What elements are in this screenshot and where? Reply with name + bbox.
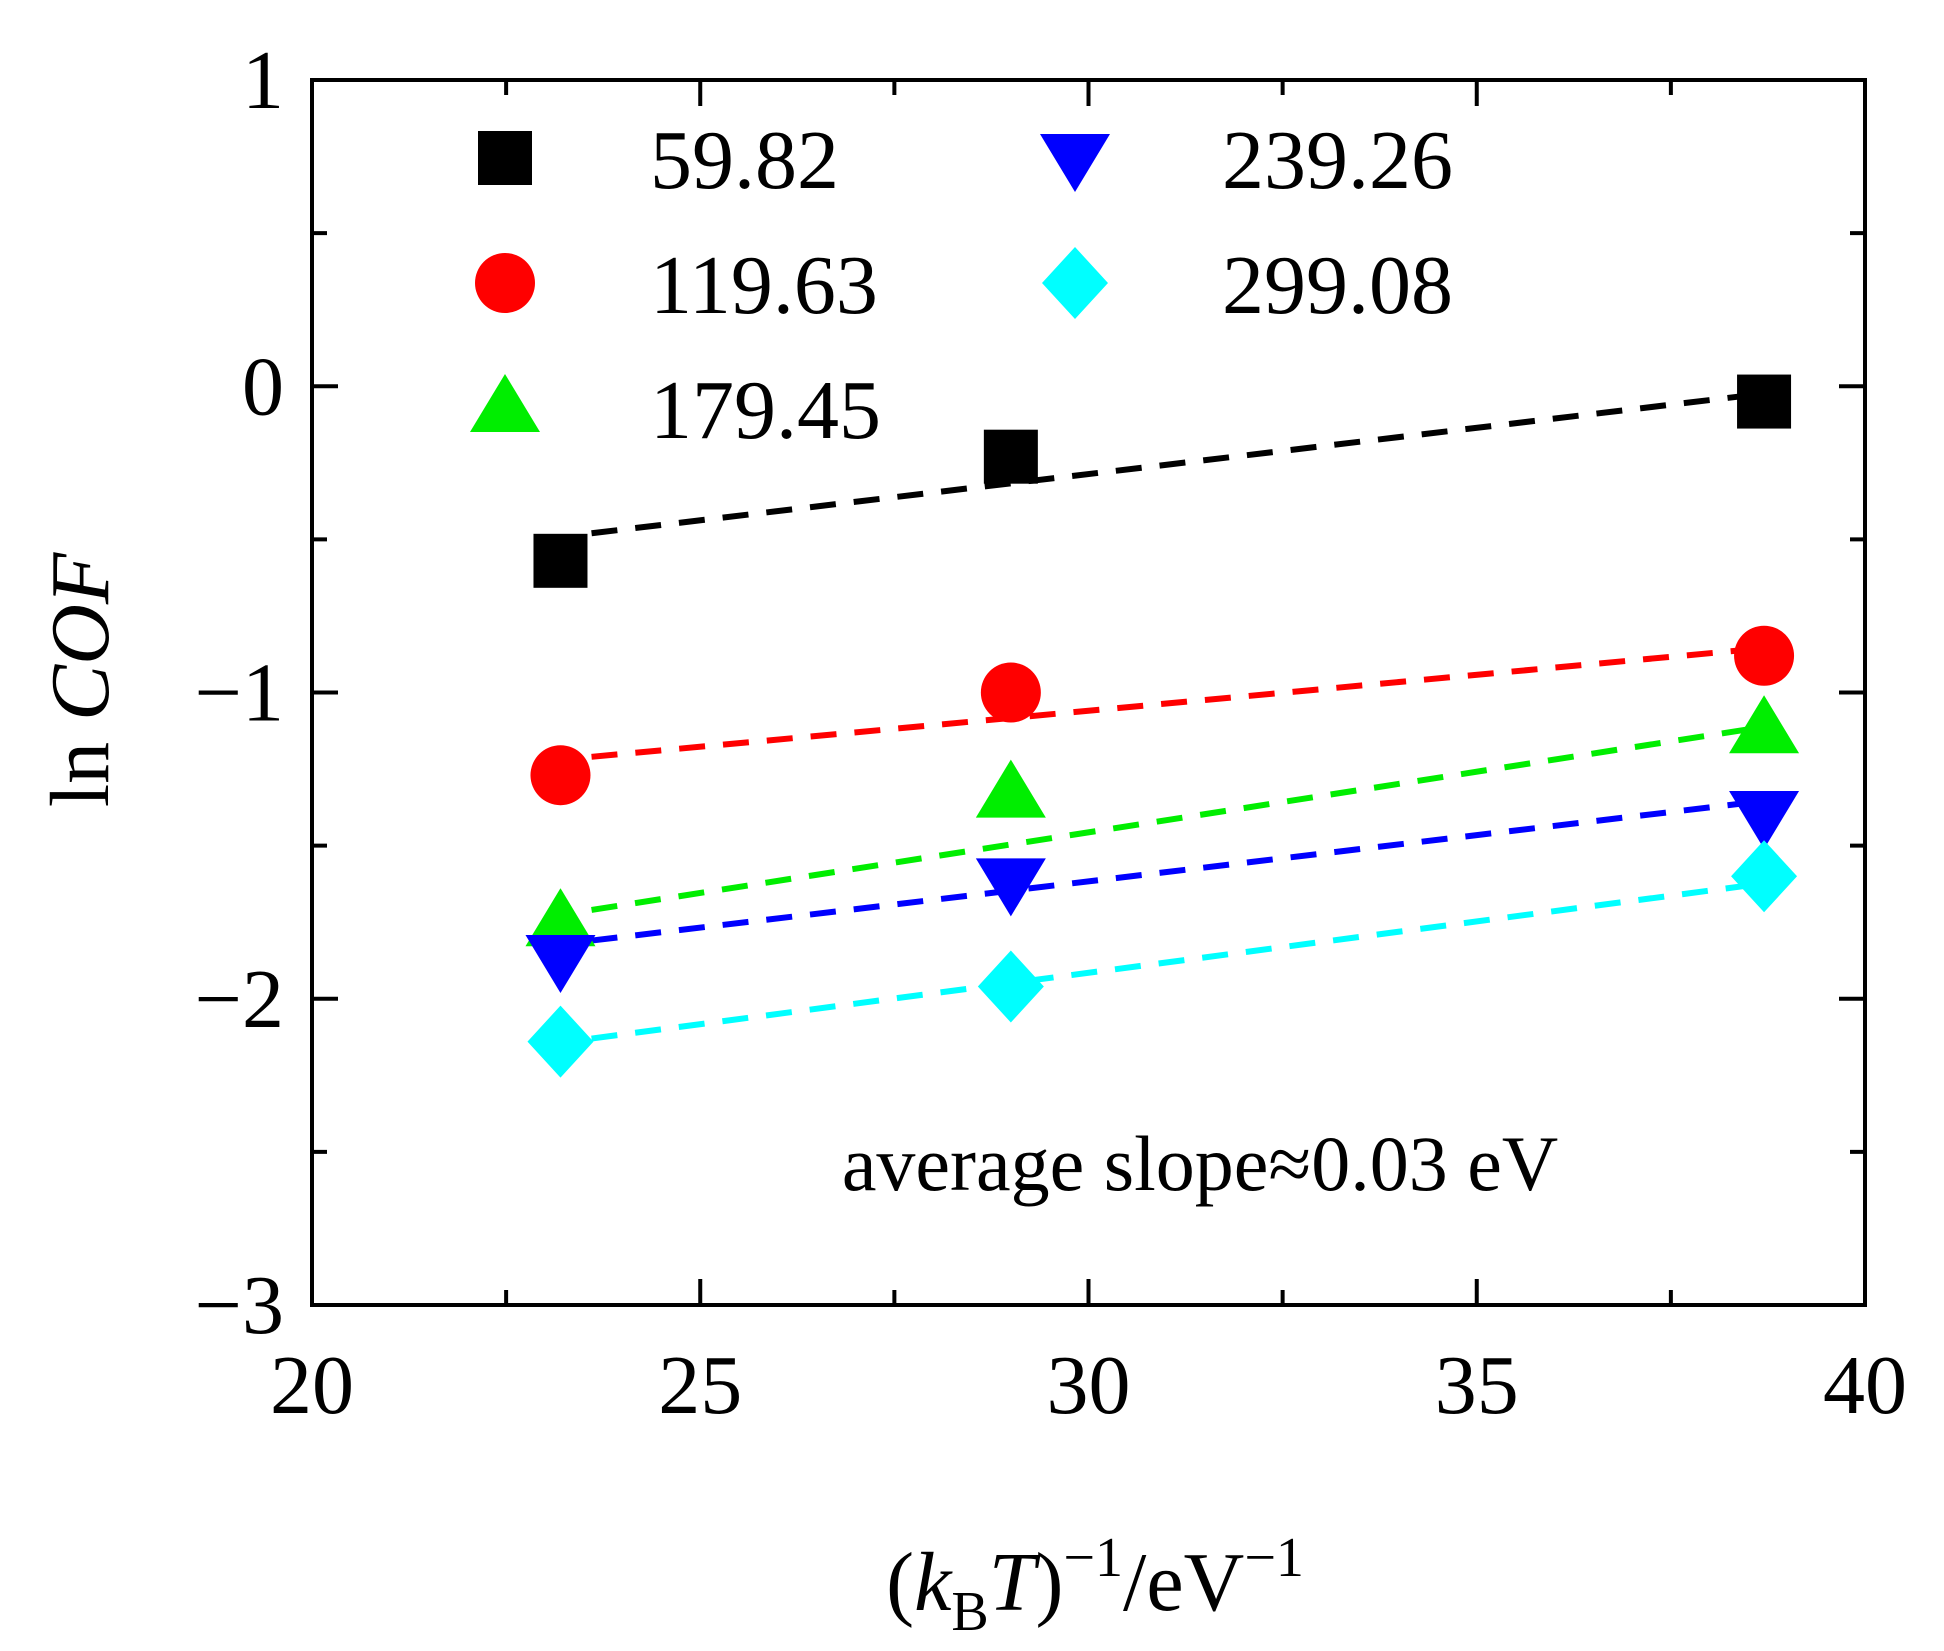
legend-marker-119.63 — [475, 253, 535, 313]
data-point-179.45 — [975, 759, 1046, 818]
data-point-59.82 — [533, 533, 588, 588]
data-point-179.45 — [1729, 695, 1800, 754]
data-point-239.26 — [1729, 791, 1800, 849]
legend-label: 119.63 — [650, 239, 878, 332]
x-tick-label: 25 — [658, 1339, 742, 1432]
x-tick-label: 40 — [1823, 1339, 1907, 1432]
data-point-119.63 — [530, 745, 591, 806]
data-point-239.26 — [525, 934, 596, 993]
data-point-119.63 — [1734, 625, 1795, 686]
fit-line-59.82 — [591, 392, 1749, 537]
data-point-119.63 — [980, 662, 1041, 723]
legend-marker-59.82 — [478, 131, 532, 185]
y-axis-title: ln COF — [34, 551, 127, 807]
fit-line-239.26 — [591, 799, 1749, 944]
plot-frame — [310, 78, 1867, 1307]
legend-marker-179.45 — [470, 374, 540, 432]
data-point-299.08 — [527, 1005, 594, 1078]
x-title-sup2: −1 — [1244, 1527, 1304, 1589]
data-point-299.08 — [1731, 840, 1798, 913]
y-axis-title-cof: COF — [34, 551, 127, 721]
legend-label: 179.45 — [650, 364, 881, 457]
y-axis-title-prefix: ln — [34, 721, 127, 807]
data-point-179.45 — [525, 888, 596, 947]
legend-marker-239.26 — [1040, 134, 1110, 192]
data-point-299.08 — [977, 950, 1044, 1023]
y-tick-label: −3 — [195, 1259, 284, 1352]
x-tick-label: 20 — [270, 1339, 354, 1432]
x-title-k: k — [914, 1536, 953, 1629]
legend-label: 239.26 — [1222, 114, 1453, 207]
tick-labels: 20 25 30 35 40 1 0 −1 −2 −3 — [195, 34, 1907, 1432]
x-title-k-sub: B — [951, 1581, 988, 1643]
x-tick-label: 30 — [1047, 1339, 1131, 1432]
fit-line-119.63 — [591, 646, 1749, 760]
data-point-59.82 — [1737, 374, 1792, 429]
x-title-sup1: −1 — [1063, 1527, 1123, 1589]
legend-label: 299.08 — [1222, 239, 1453, 332]
fit-line-179.45 — [591, 726, 1749, 913]
x-title-unit: /eV — [1123, 1536, 1244, 1629]
x-title-T: T — [989, 1536, 1041, 1629]
legend-marker-299.08 — [1042, 247, 1108, 319]
data-point-59.82 — [983, 429, 1038, 484]
fit-lines-layer — [591, 392, 1749, 1042]
x-axis-title: (kBT)−1/eV−1 — [886, 1527, 1304, 1643]
legend-label: 59.82 — [650, 114, 839, 207]
legend: 59.82 119.63 179.45 239.26 299.08 — [470, 114, 1453, 457]
y-tick-label: 1 — [242, 34, 284, 127]
x-title-close: ) — [1035, 1536, 1063, 1629]
data-points-layer — [525, 374, 1800, 1078]
fit-line-299.08 — [591, 882, 1749, 1042]
tick-layer — [310, 78, 1867, 1307]
y-tick-label: 0 — [242, 340, 284, 433]
x-title-open: ( — [886, 1536, 914, 1629]
x-tick-label: 35 — [1435, 1339, 1519, 1432]
y-tick-label: −2 — [195, 953, 284, 1046]
data-point-239.26 — [975, 858, 1046, 917]
y-tick-label: −1 — [195, 647, 284, 740]
slope-annotation: average slope≈0.03 eV — [842, 1120, 1558, 1207]
